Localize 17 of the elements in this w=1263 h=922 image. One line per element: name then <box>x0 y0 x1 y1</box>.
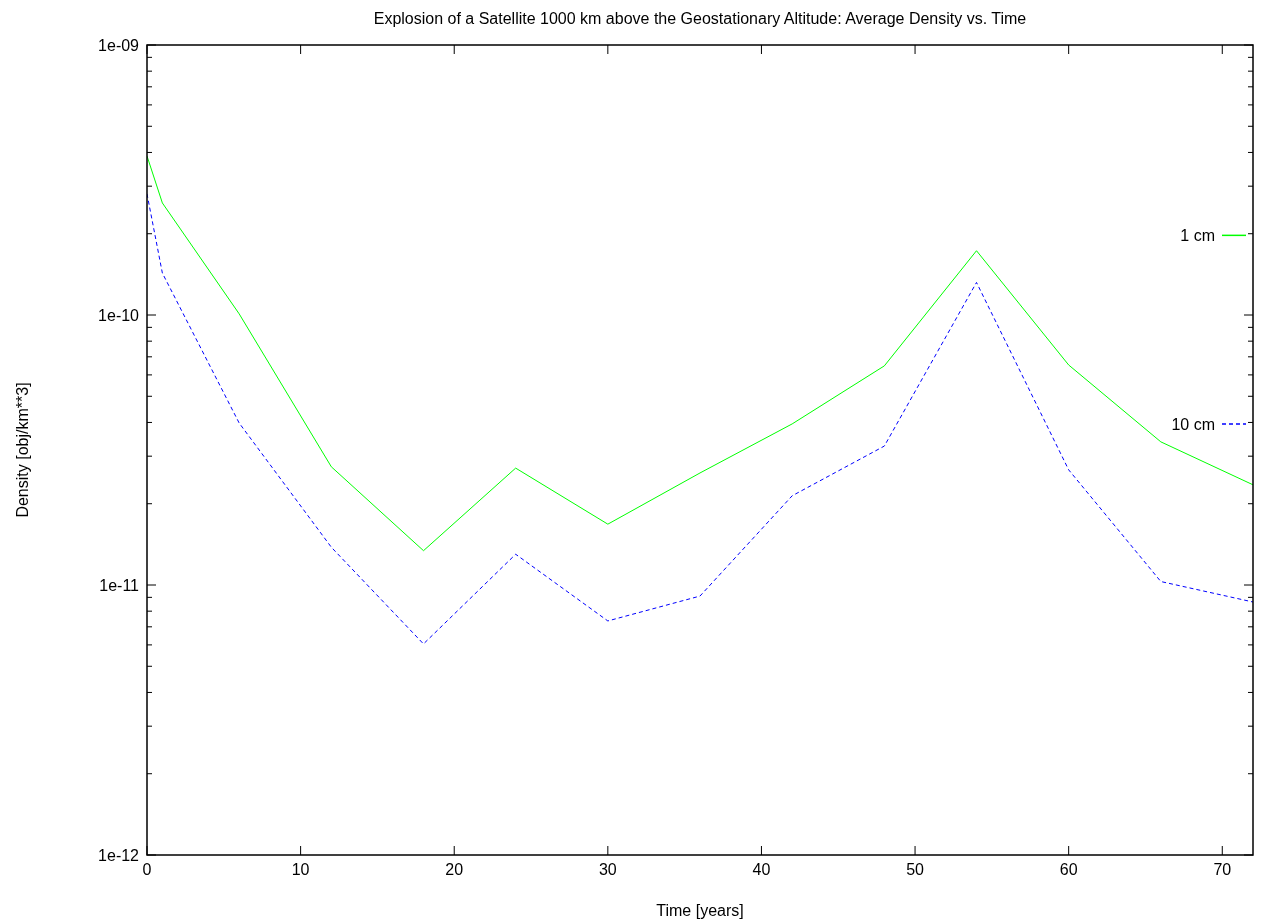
x-tick-label: 10 <box>291 861 310 878</box>
legend-label: 10 cm <box>1171 415 1215 433</box>
x-tick-label: 70 <box>1213 861 1232 878</box>
y-tick-label: 1e-12 <box>98 846 140 864</box>
x-tick-label: 60 <box>1059 861 1078 878</box>
y-tick-label: 1e-11 <box>99 576 140 594</box>
x-tick-label: 50 <box>906 861 925 878</box>
legend-label: 1 cm <box>1180 226 1215 244</box>
y-tick-label: 1e-10 <box>98 306 140 324</box>
x-tick-label: 20 <box>445 861 464 878</box>
chart-title: Explosion of a Satellite 1000 km above the Geostationary Altitude: Average Density vs. Time <box>373 10 1027 27</box>
y-tick-label: 1e-09 <box>98 36 140 54</box>
x-tick-label: 30 <box>598 861 617 878</box>
x-tick-label: 0 <box>142 861 152 878</box>
x-axis-title: Time [years] <box>656 902 744 919</box>
y-axis-title: Density [obj/km**3] <box>14 382 31 518</box>
x-tick-label: 40 <box>752 861 771 878</box>
